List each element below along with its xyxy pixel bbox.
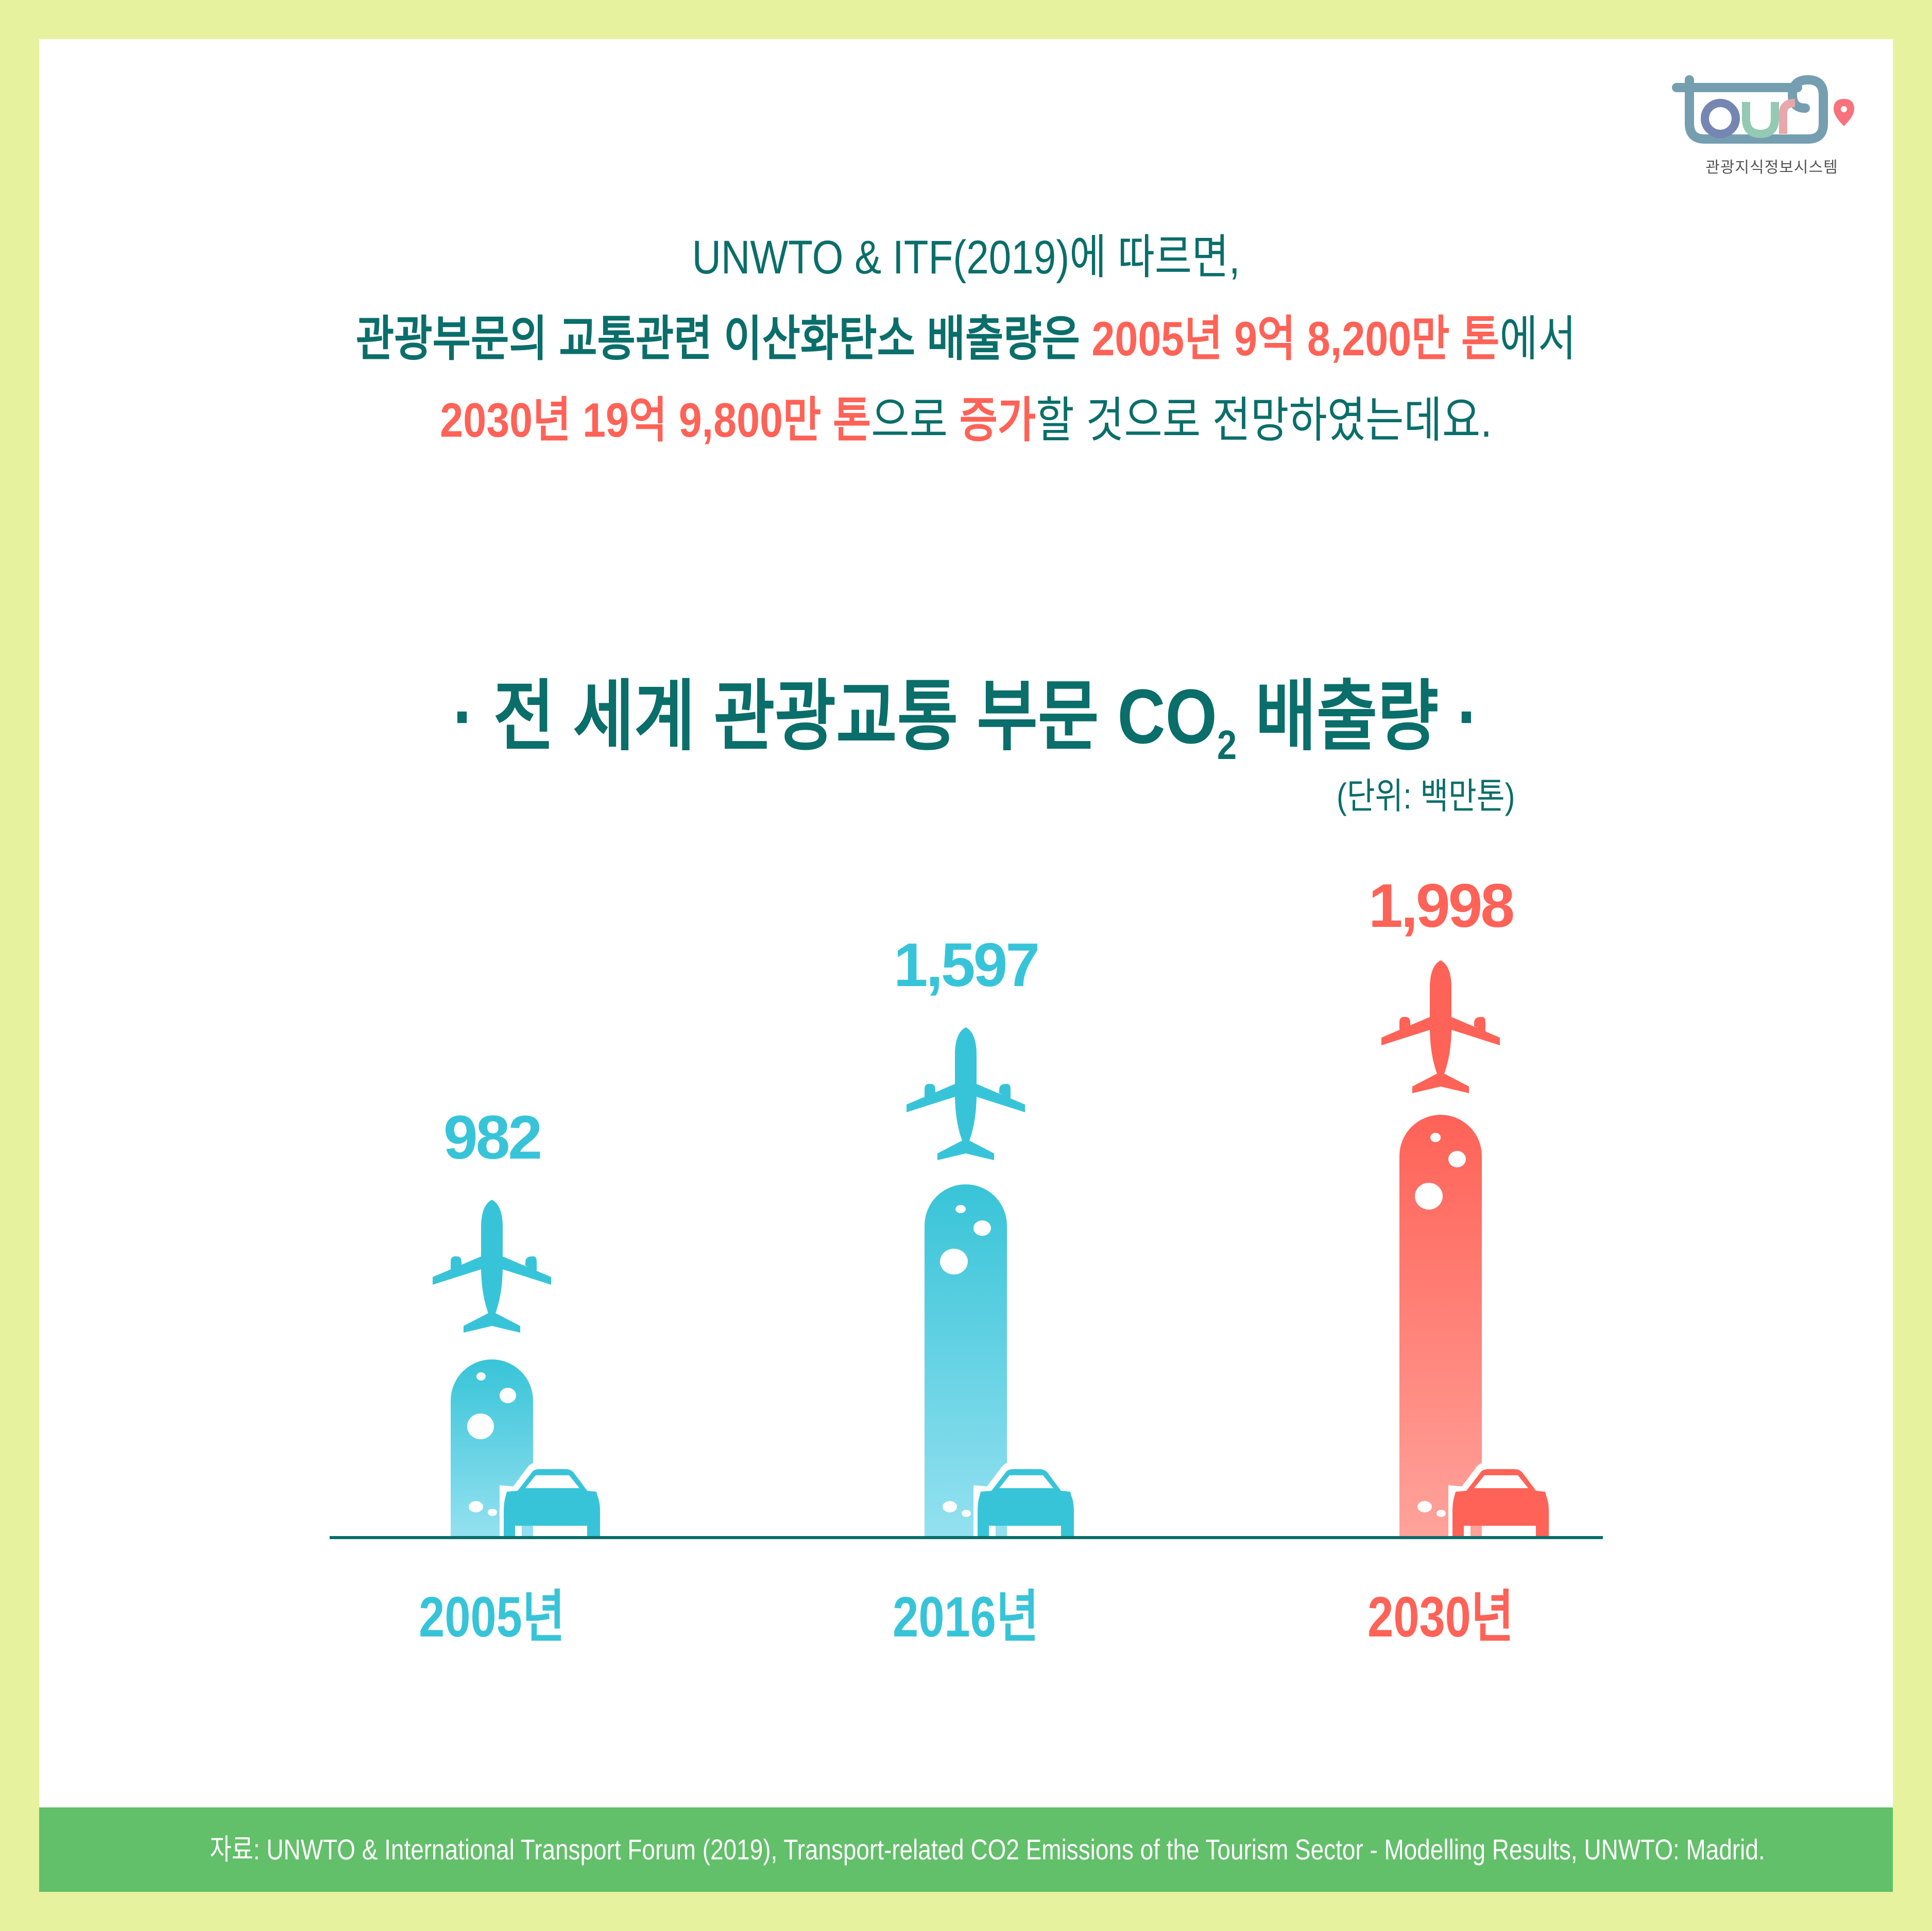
bubble — [1437, 1510, 1446, 1517]
year-label: 2030년 — [1367, 1585, 1514, 1649]
bubble — [488, 1509, 497, 1516]
airplane-icon — [433, 1200, 551, 1333]
intro-text-segment: 에서 — [1499, 312, 1577, 366]
tourg-logo — [1672, 75, 1854, 144]
intro-text-segment: 관광부문의 교통관련 이산화탄소 배출량은 — [355, 312, 1092, 366]
bar-group-2030: 1,998 2030년 — [1307, 0, 1575, 1649]
source-footer: 자료: UNWTO & International Transport Foru… — [39, 1807, 1893, 1892]
highlight-2030: 2030년 19억 9,800만 톤 — [440, 393, 871, 447]
bubble — [955, 1205, 966, 1213]
chart-baseline — [330, 1536, 1603, 1539]
bubble — [500, 1388, 516, 1403]
intro-line-3: 2030년 19억 9,800만 톤으로 증가할 것으로 전망하였는데요. — [135, 394, 1797, 446]
bar-2030 — [1399, 1115, 1482, 1538]
intro-text-segment: 으로 — [871, 393, 960, 447]
intro-text: UNWTO & ITF(2019)에 따르면, 관광부문의 교통관련 이산화탄소… — [0, 232, 1932, 476]
highlight-2005: 2005년 9억 8,200만 톤 — [1091, 312, 1500, 366]
value-label: 982 — [443, 1103, 542, 1172]
value-label: 1,998 — [1368, 871, 1515, 940]
chart-title-text: 배출량 · — [1237, 673, 1479, 760]
bubble — [973, 1220, 991, 1236]
bubble — [1417, 1501, 1432, 1512]
intro-line-1: UNWTO & ITF(2019)에 따르면, — [692, 231, 1240, 284]
bar-group-2005: 982 2005년 — [358, 0, 626, 1649]
car-icon — [1448, 1462, 1551, 1537]
car-icon — [973, 1462, 1076, 1537]
chart-title: · 전 세계 관광교통 부문 CO2 배출량 · — [135, 654, 1797, 769]
infographic-card — [39, 39, 1893, 1892]
airplane-icon — [1381, 960, 1500, 1093]
highlight-increase: 증가 — [959, 393, 1036, 447]
intro-text-segment: 할 것으로 전망하였는데요. — [1036, 393, 1492, 447]
car-icon — [500, 1462, 603, 1537]
bubble — [476, 1372, 486, 1381]
bubble — [1430, 1133, 1441, 1142]
bubble — [467, 1413, 494, 1439]
intro-line-2: 관광부문의 교통관련 이산화탄소 배출량은 2005년 9억 8,200만 톤에… — [135, 313, 1797, 365]
airplane-icon — [907, 1027, 1025, 1160]
bubble — [962, 1510, 971, 1517]
bubble — [1415, 1183, 1443, 1210]
chart-title-text: · 전 세계 관광교통 부문 CO — [453, 673, 1217, 760]
bubble — [943, 1501, 957, 1512]
bar-group-2016: 1,597 2016년 — [832, 0, 1100, 1649]
bubble — [469, 1501, 483, 1512]
bubble — [1448, 1151, 1466, 1167]
logo-subtitle: 관광지식정보시스템 — [1705, 159, 1838, 176]
source-text: 자료: UNWTO & International Transport Foru… — [210, 1833, 1765, 1866]
bubble — [940, 1249, 968, 1274]
year-label: 2005년 — [419, 1585, 565, 1649]
year-label: 2016년 — [893, 1585, 1039, 1649]
chart-title-subscript: 2 — [1217, 722, 1237, 768]
value-label: 1,597 — [893, 930, 1040, 999]
unit-label: (단위: 백만톤) — [1337, 776, 1515, 816]
